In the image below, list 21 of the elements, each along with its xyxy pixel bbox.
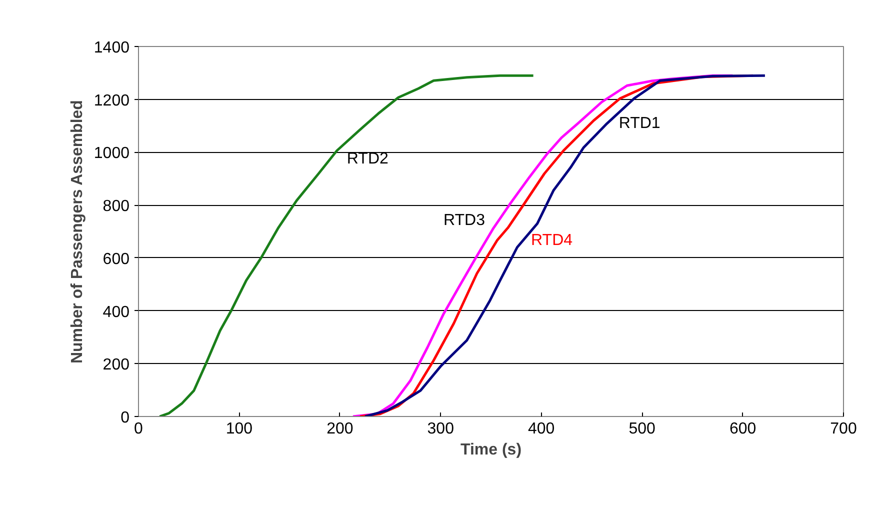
y-tick-label: 1400 bbox=[94, 40, 130, 56]
x-tick-label: 600 bbox=[729, 420, 756, 438]
y-tick-label: 1000 bbox=[94, 145, 130, 162]
series-label: RTD4 bbox=[531, 232, 573, 249]
x-tick-label: 0 bbox=[134, 420, 144, 438]
y-tick-label: 600 bbox=[102, 250, 130, 268]
x-tick-label: 500 bbox=[628, 420, 656, 438]
x-tick-label: 700 bbox=[830, 420, 857, 438]
x-tick-label: 200 bbox=[326, 420, 354, 438]
x-tick-label: 100 bbox=[226, 420, 253, 438]
x-tick-label: 300 bbox=[427, 420, 454, 438]
y-axis-title: Number of Passengers Assembled bbox=[68, 100, 86, 364]
series-label: RTD1 bbox=[618, 115, 660, 132]
y-tick-label: 0 bbox=[120, 410, 130, 426]
x-tick-label: 400 bbox=[528, 420, 555, 438]
x-axis-title: Time (s) bbox=[460, 442, 522, 458]
series-label: RTD3 bbox=[444, 212, 486, 229]
y-tick-label: 800 bbox=[102, 198, 130, 216]
y-tick-label: 200 bbox=[102, 356, 130, 374]
y-tick-label: 1200 bbox=[94, 92, 130, 110]
y-tick-label: 400 bbox=[102, 304, 130, 321]
